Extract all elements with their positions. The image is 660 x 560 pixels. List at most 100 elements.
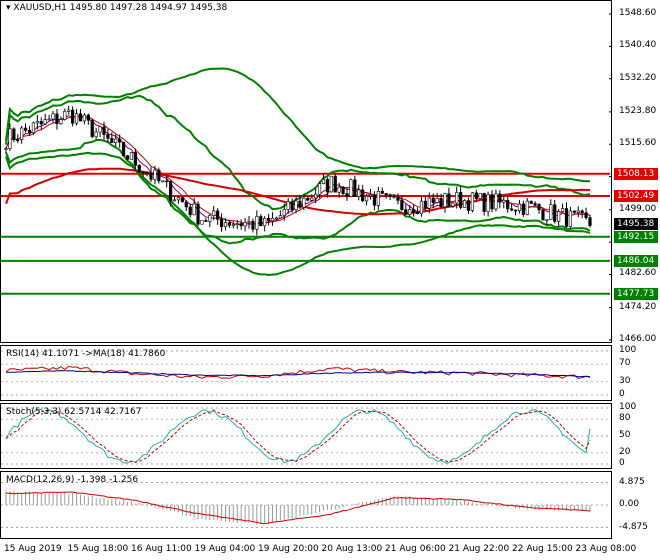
candle-body <box>568 210 573 227</box>
candle-body <box>4 148 8 150</box>
candle-body <box>372 194 377 206</box>
candle-body <box>408 209 412 215</box>
candle-body <box>490 194 494 210</box>
price-axis-label: 1523.80 <box>619 105 657 116</box>
macd-pane[interactable] <box>0 471 612 539</box>
candle-body <box>255 216 259 230</box>
candle-body <box>314 193 318 199</box>
bollinger-lower-slow <box>5 151 591 277</box>
candle-body <box>106 134 110 139</box>
candle-body <box>345 193 349 197</box>
candle-body <box>333 175 337 193</box>
pane-axis-label: 50 <box>619 430 631 440</box>
symbol-dropdown-icon[interactable]: ▾ <box>6 3 11 13</box>
candle-body <box>549 204 553 220</box>
macd-chart <box>1 482 610 528</box>
candle-body <box>157 169 161 182</box>
macd-title: MACD(12,26,9) -1.398 -1.256 <box>6 475 139 485</box>
pane-axis-label: 4.875 <box>619 476 645 487</box>
price-axis-label: 1466.00 <box>619 334 657 344</box>
time-axis-label: 15 Aug 18:00 <box>67 544 129 554</box>
candle-body <box>74 113 79 124</box>
candle-body <box>537 204 541 211</box>
candle-body <box>521 203 525 215</box>
rsi-line <box>5 365 591 379</box>
price-tag: 1492.15 <box>614 230 658 243</box>
price-pane-title: ▾ XAUUSD,H1 1495.80 1497.28 1494.97 1495… <box>6 3 227 13</box>
candle-body <box>290 201 294 211</box>
bollinger-lower-fast <box>5 138 591 245</box>
candle-body <box>533 203 537 205</box>
bollinger-upper-slow <box>5 67 591 183</box>
candle-body <box>196 203 200 225</box>
candle-body <box>498 193 502 203</box>
candle-body <box>466 200 471 211</box>
time-axis-label: 22 Aug 15:00 <box>512 544 573 554</box>
candle-body <box>412 209 416 213</box>
candle-body <box>396 196 400 201</box>
candle-body <box>125 155 130 160</box>
candle-body <box>192 203 196 216</box>
candle-body <box>251 220 255 230</box>
price-axis-label: 1499.00 <box>619 203 657 214</box>
price-tag: 1508.13 <box>614 167 658 180</box>
candle-body <box>200 220 204 225</box>
candle-body <box>427 197 431 209</box>
candle-body <box>12 128 16 141</box>
candle-body <box>400 200 404 210</box>
candle-body <box>376 190 380 206</box>
rsi-pane[interactable] <box>0 345 612 401</box>
candle-body <box>439 197 443 208</box>
candle-body <box>553 204 557 222</box>
candle-body <box>59 119 63 124</box>
price-tag: 1502.49 <box>614 189 658 202</box>
candle-body <box>270 217 275 222</box>
pane-axis-label: -4.875 <box>619 521 649 532</box>
candle-body <box>63 111 67 120</box>
candle-body <box>302 197 306 208</box>
pane-axis-label: 0 <box>619 458 625 468</box>
candle-body <box>560 208 565 212</box>
price-tag: 1495.38 <box>614 218 658 231</box>
symbol-label: XAUUSD,H1 <box>13 3 67 13</box>
ma-long <box>5 167 590 216</box>
candle-body <box>55 113 59 124</box>
candle-body <box>415 212 420 214</box>
ohlc-values: 1495.80 1497.28 1494.97 1495.38 <box>69 3 228 13</box>
candle-body <box>188 206 192 216</box>
time-axis-label: 21 Aug 22:00 <box>448 544 510 554</box>
candle-body <box>133 152 137 166</box>
price-pane[interactable] <box>0 0 612 343</box>
candle-body <box>364 195 369 202</box>
candle-body <box>486 194 490 212</box>
candle-body <box>368 194 373 197</box>
price-chart <box>1 13 612 341</box>
candle-body <box>361 189 365 202</box>
candle-body <box>470 192 475 211</box>
candle-body <box>494 193 498 210</box>
candle-body <box>502 200 506 203</box>
pane-axis-label: 100 <box>619 402 637 412</box>
price-axis-label: 1540.40 <box>619 40 657 51</box>
candle-body <box>39 120 43 125</box>
candle-body <box>525 200 529 215</box>
candle-body <box>208 215 212 222</box>
candle-body <box>435 197 439 203</box>
price-axis-label: 1548.60 <box>619 8 657 18</box>
pane-axis-label: 70 <box>619 358 631 369</box>
pane-axis-label: 80 <box>619 413 631 424</box>
candle-body <box>243 222 247 227</box>
candle-body <box>43 119 47 125</box>
stoch-pane[interactable] <box>0 403 612 469</box>
candle-body <box>263 217 267 227</box>
time-axis-label: 19 Aug 04:00 <box>194 544 256 554</box>
candle-body <box>506 200 510 210</box>
candle-body <box>172 199 177 202</box>
candle-body <box>247 220 251 223</box>
candle-body <box>227 222 232 226</box>
candle-body <box>23 127 28 131</box>
candle-body <box>67 109 71 112</box>
candle-body <box>118 138 122 143</box>
candle-body <box>82 114 86 122</box>
candle-body <box>274 217 279 220</box>
